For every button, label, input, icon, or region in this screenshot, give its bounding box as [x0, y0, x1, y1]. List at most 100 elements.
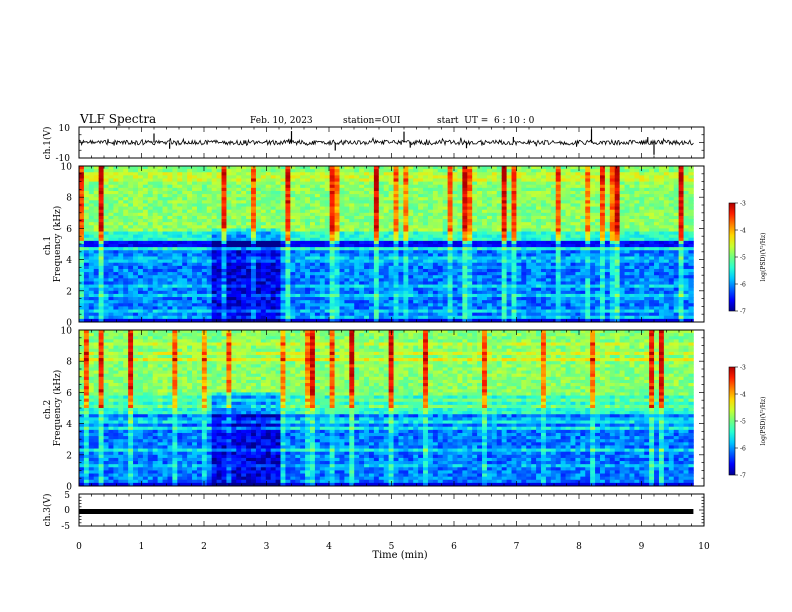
spectrogram-cell: [201, 203, 208, 207]
spectrogram-cell: [378, 215, 385, 220]
spectrogram-cell: [447, 197, 453, 201]
spectrogram-cell: [516, 262, 522, 267]
spectrogram-cell: [88, 231, 95, 236]
spectrogram-cell: [83, 318, 90, 323]
spectrogram-cell: [368, 172, 375, 176]
spectrogram-cell: [251, 172, 257, 176]
spectrogram-cell: [295, 240, 301, 245]
spectrogram-cell: [511, 222, 517, 226]
spectrogram-cell: [231, 203, 237, 207]
spectrogram-cell: [467, 228, 473, 232]
spectrogram-cell: [285, 234, 291, 239]
spectrogram-cell: [270, 256, 277, 260]
spectrogram-cell: [295, 190, 301, 195]
spectrogram-cell: [157, 178, 163, 182]
spectrogram-cell: [152, 268, 159, 273]
spectrogram-cell: [359, 181, 365, 186]
spectrogram-cell: [295, 300, 301, 304]
spectrogram-cell: [482, 231, 488, 236]
spectrogram-cell: [211, 187, 218, 192]
spectrogram-cell: [511, 190, 517, 195]
spectrogram-cell: [206, 212, 213, 217]
spectrogram-cell: [265, 200, 272, 204]
spectrogram-cell: [437, 272, 444, 276]
spectrogram-cell: [88, 275, 95, 279]
spectrogram-cell: [221, 181, 227, 186]
spectrogram-cell: [491, 259, 498, 264]
spectrogram-cell: [334, 215, 340, 220]
spectrogram-cell: [103, 231, 109, 236]
spectrogram-cell: [216, 250, 222, 254]
spectrogram-cell: [329, 209, 335, 214]
spectrogram-cell: [226, 290, 232, 295]
spectrogram-cell: [241, 172, 247, 176]
spectrogram-cell: [192, 265, 198, 270]
spectrogram-cell: [133, 300, 139, 304]
spectrogram-cell: [260, 203, 267, 207]
spectrogram-cell: [457, 244, 463, 248]
spectrogram-cell: [98, 247, 104, 251]
spectrogram-cell: [496, 169, 503, 173]
spectrogram-cell: [329, 237, 335, 242]
spectrogram-cell: [211, 200, 218, 204]
spectrogram-cell: [457, 275, 463, 279]
spectrogram-cell: [137, 228, 144, 232]
spectrogram-cell: [521, 200, 527, 204]
spectrogram-cell: [192, 303, 198, 307]
spectrogram-cell: [201, 272, 208, 276]
spectrogram-cell: [270, 187, 277, 192]
spectrogram-cell: [398, 166, 404, 170]
spectrogram-cell: [477, 259, 483, 264]
spectrogram-cell: [329, 275, 335, 279]
spectrogram-cell: [157, 284, 163, 289]
spectrogram-cell: [388, 231, 394, 236]
spectrogram-cell: [108, 225, 114, 229]
spectrogram-cell: [344, 300, 350, 304]
spectrogram-cell: [270, 231, 277, 236]
spectrogram-cell: [103, 297, 109, 301]
spectrogram-cell: [334, 290, 340, 295]
spectrogram-cell: [157, 181, 163, 186]
spectrogram-cell: [496, 237, 503, 242]
spectrogram-cell: [388, 200, 394, 204]
spectrogram-cell: [93, 315, 100, 320]
spectrogram-cell: [216, 247, 222, 251]
spectrogram-cell: [427, 166, 434, 170]
spectrogram-cell: [349, 169, 355, 173]
spectrogram-cell: [226, 250, 232, 254]
spectrogram-cell: [413, 194, 419, 198]
spectrogram-cell: [206, 240, 213, 245]
spectrogram-cell: [472, 206, 478, 211]
spectrogram-cell: [393, 297, 399, 301]
spectrogram-cell: [255, 262, 262, 267]
spectrogram-cell: [142, 215, 149, 220]
spectrogram-cell: [300, 197, 306, 201]
spectrogram-cell: [359, 268, 365, 273]
spectrogram-cell: [93, 172, 100, 176]
spectrogram-cell: [251, 262, 257, 267]
spectrogram-cell: [427, 194, 434, 198]
spectrogram-cell: [349, 166, 355, 170]
spectrogram-cell: [511, 300, 517, 304]
spectrogram-cell: [285, 203, 291, 207]
spectrogram-cell: [231, 309, 237, 314]
spectrogram-cell: [344, 175, 350, 179]
spectrogram-cell: [427, 315, 434, 320]
spectrogram-cell: [162, 300, 168, 304]
spectrogram-cell: [354, 237, 360, 242]
spectrogram-cell: [452, 262, 458, 267]
spectrogram-cell: [83, 244, 90, 248]
spectrogram-cell: [147, 281, 154, 285]
spectrogram-cell: [452, 253, 458, 257]
spectrogram-cell: [329, 300, 335, 304]
spectrogram-cell: [285, 265, 291, 270]
spectrogram-cell: [270, 318, 277, 323]
spectrogram-cell: [486, 169, 493, 173]
spectrogram-cell: [83, 219, 90, 223]
spectrogram-cell: [423, 306, 429, 310]
spectrogram-cell: [324, 187, 331, 192]
spectrogram-cell: [526, 297, 532, 301]
spectrogram-cell: [467, 293, 473, 298]
spectrogram-cell: [123, 297, 129, 301]
spectrogram-cell: [216, 315, 222, 320]
